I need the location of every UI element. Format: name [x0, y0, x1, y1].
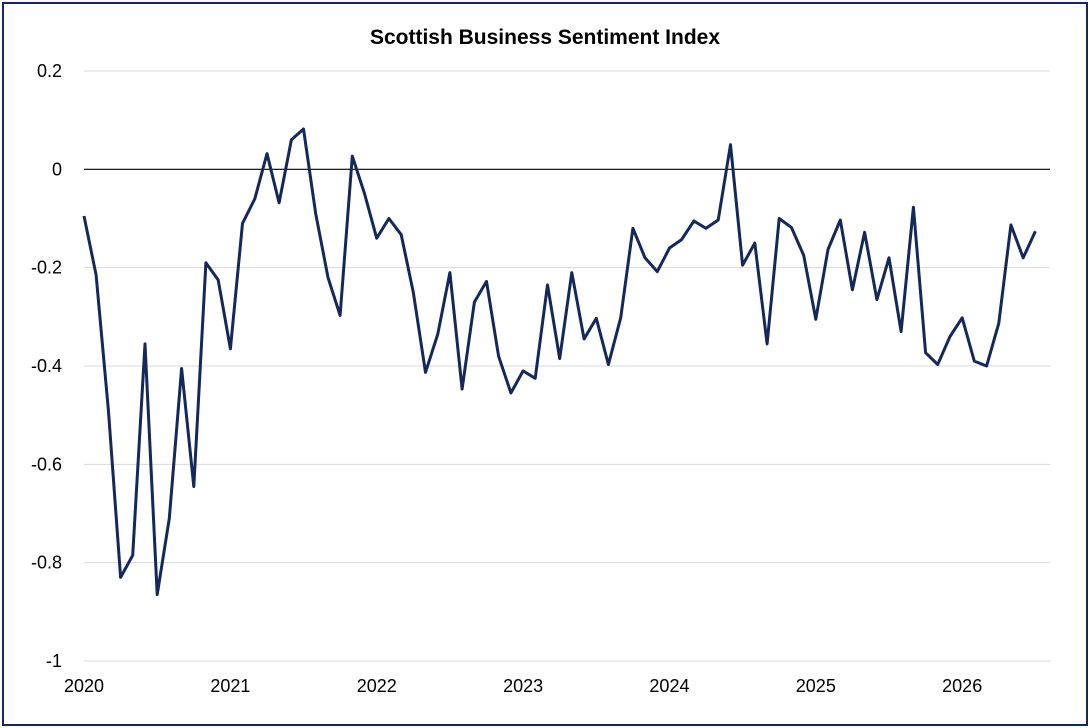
x-tick-label: 2020	[64, 676, 104, 696]
x-tick-label: 2022	[357, 676, 397, 696]
x-tick-label: 2026	[942, 676, 982, 696]
y-tick-label: -0.8	[31, 553, 62, 573]
y-tick-label: 0	[52, 159, 62, 179]
x-axis-labels: 2020 2021 2022 2023 2024 2025 2026	[64, 676, 982, 696]
series-layer	[82, 127, 1037, 597]
y-tick-label: -1	[46, 651, 62, 671]
y-tick-label: 0.2	[37, 61, 62, 81]
y-axis-labels: 0.2 0 -0.2 -0.4 -0.6 -0.8 -1	[31, 61, 62, 671]
gridlines	[84, 70, 1050, 662]
x-tick-label: 2024	[649, 676, 689, 696]
x-tick-label: 2023	[503, 676, 543, 696]
y-tick-label: -0.2	[31, 258, 62, 278]
y-tick-label: -0.6	[31, 454, 62, 474]
series-line	[82, 127, 1037, 597]
chart-title: Scottish Business Sentiment Index	[369, 26, 721, 49]
x-tick-label: 2025	[796, 676, 836, 696]
x-tick-label: 2021	[210, 676, 250, 696]
line-chart: 0.20-0.2-0.4-0.6-0.8-1 2020 2021 2022 2023 2…	[31, 61, 1050, 696]
y-tick-label: -0.4	[31, 356, 62, 376]
